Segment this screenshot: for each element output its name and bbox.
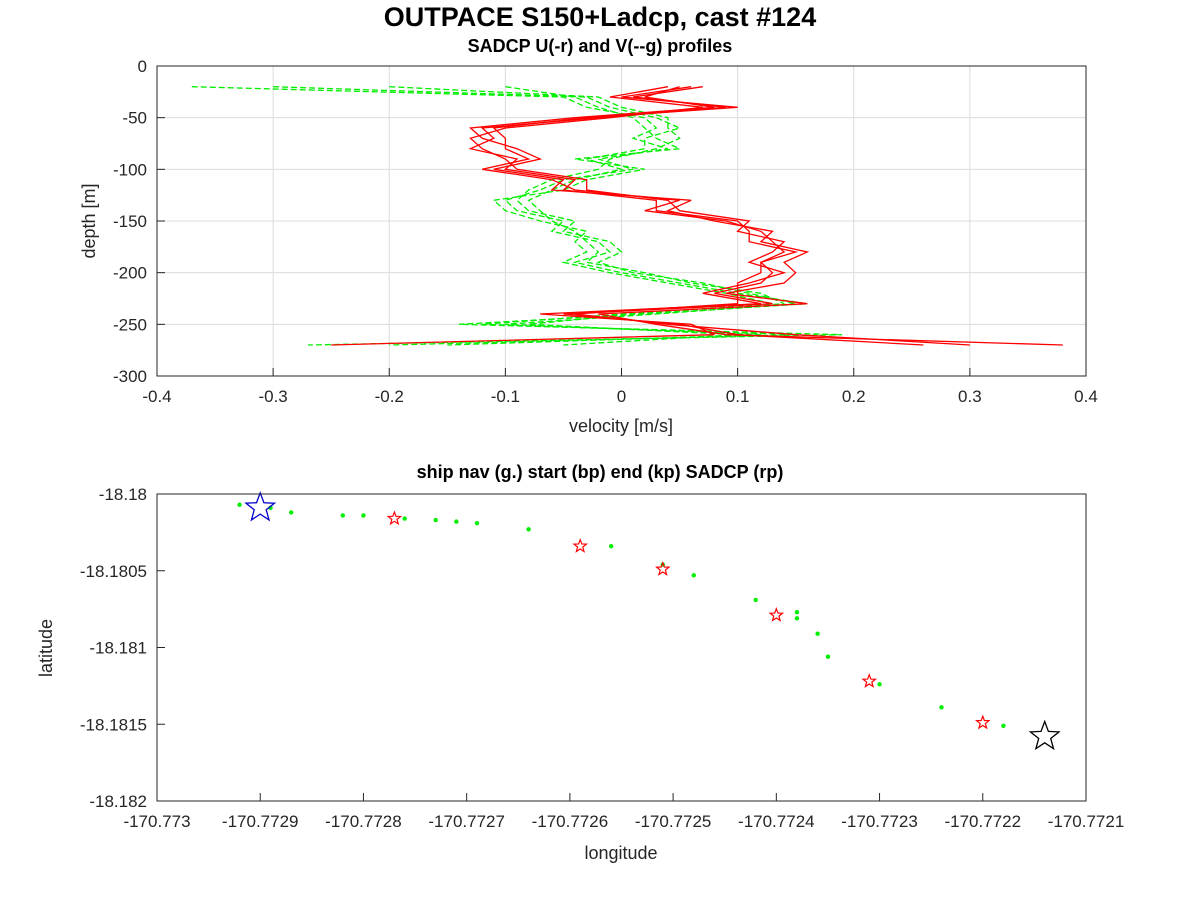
bottom-x-tick-label: -170.7725 (635, 812, 712, 831)
top-x-tick-label: 0.2 (842, 387, 866, 406)
nav-point (1001, 723, 1006, 728)
u-profile-line (482, 86, 970, 346)
bottom-y-tick-label: -18.182 (89, 792, 147, 811)
bottom-y-tick-label: -18.181 (89, 639, 147, 658)
v-profile-line (389, 86, 796, 346)
top-x-tick-label: -0.1 (491, 387, 520, 406)
top-x-axis-label: velocity [m/s] (569, 416, 673, 436)
figure-title: OUTPACE S150+Ladcp, cast #124 (383, 2, 817, 32)
nav-point (454, 519, 459, 524)
nav-point (825, 654, 831, 659)
nav-point (474, 520, 480, 526)
top-x-tick-label: 0.3 (958, 387, 982, 406)
top-x-tick-label: -0.4 (142, 387, 171, 406)
start-star-marker (244, 490, 277, 522)
nav-point (753, 597, 758, 603)
nav-point (794, 616, 800, 621)
top-y-tick-label: -100 (113, 160, 147, 179)
u-profile-line (468, 86, 1063, 346)
bottom-y-tick-label: -18.18 (99, 485, 147, 504)
bottom-x-tick-label: -170.7728 (325, 812, 402, 831)
top-y-axis-label: depth [m] (79, 183, 99, 258)
top-y-tick-label: -50 (122, 109, 147, 128)
top-x-tick-label: -0.3 (258, 387, 287, 406)
nav-point (237, 502, 242, 507)
nav-point (340, 513, 345, 518)
sadcp-star-marker (974, 714, 991, 730)
nav-point (815, 631, 820, 636)
bottom-x-tick-label: -170.773 (123, 812, 190, 831)
nav-point (361, 513, 366, 518)
nav-point (877, 682, 882, 687)
nav-point (794, 609, 800, 615)
top-y-tick-label: -250 (113, 315, 147, 334)
top-y-tick-label: 0 (138, 57, 147, 76)
bottom-x-tick-label: -170.7721 (1048, 812, 1125, 831)
u-profile-line (468, 86, 924, 346)
end-star-marker (1028, 719, 1061, 751)
bottom-chart-title: ship nav (g.) start (bp) end (kp) SADCP … (416, 462, 784, 482)
top-x-tick-label: 0 (617, 387, 626, 406)
top-x-tick-label: -0.2 (375, 387, 404, 406)
bottom-axes-box (156, 493, 1087, 802)
bottom-y-tick-label: -18.1805 (80, 562, 147, 581)
bottom-x-tick-label: -170.7722 (944, 812, 1021, 831)
nav-point (526, 527, 531, 532)
bottom-x-tick-label: -170.7724 (738, 812, 815, 831)
bottom-x-axis-label: longitude (584, 843, 657, 863)
sadcp-star-marker (572, 537, 589, 553)
u-profile-line (331, 86, 787, 346)
ship-nav-chart: -170.773 -170.7729 -170.7728 -170.7727 -170.… (36, 485, 1124, 863)
nav-point (939, 705, 944, 710)
bottom-y-axis-label: latitude (36, 619, 56, 677)
top-y-tick-label: -150 (113, 212, 147, 231)
bottom-x-tick-label: -170.7726 (532, 812, 609, 831)
sadcp-star-marker (654, 560, 671, 576)
nav-point (402, 516, 407, 521)
sadcp-star-marker (386, 510, 403, 526)
velocity-profile-chart: -0.4 -0.3 -0.2 -0.1 0 0.1 0.2 0.3 0.4 0 -50 -100 -15… (79, 57, 1098, 436)
top-chart-title: SADCP U(-r) and V(--g) profiles (467, 36, 733, 56)
bottom-x-tick-label: -170.7729 (222, 812, 299, 831)
bottom-x-tick-label: -170.7727 (428, 812, 505, 831)
nav-point (433, 517, 438, 523)
top-x-tick-label: 0.4 (1074, 387, 1098, 406)
nav-point (608, 543, 614, 549)
v-profile-line (273, 86, 796, 346)
top-y-tick-label: -200 (113, 264, 147, 283)
v-profile-line (492, 86, 773, 346)
top-y-tick-label: -300 (113, 367, 147, 386)
nav-point (691, 573, 696, 578)
bottom-x-tick-label: -170.7723 (841, 812, 918, 831)
sadcp-star-marker (861, 673, 878, 688)
nav-point (288, 510, 294, 515)
bottom-y-tick-label: -18.1815 (80, 715, 147, 734)
sadcp-star-marker (768, 607, 785, 622)
top-x-tick-label: 0.1 (726, 387, 750, 406)
